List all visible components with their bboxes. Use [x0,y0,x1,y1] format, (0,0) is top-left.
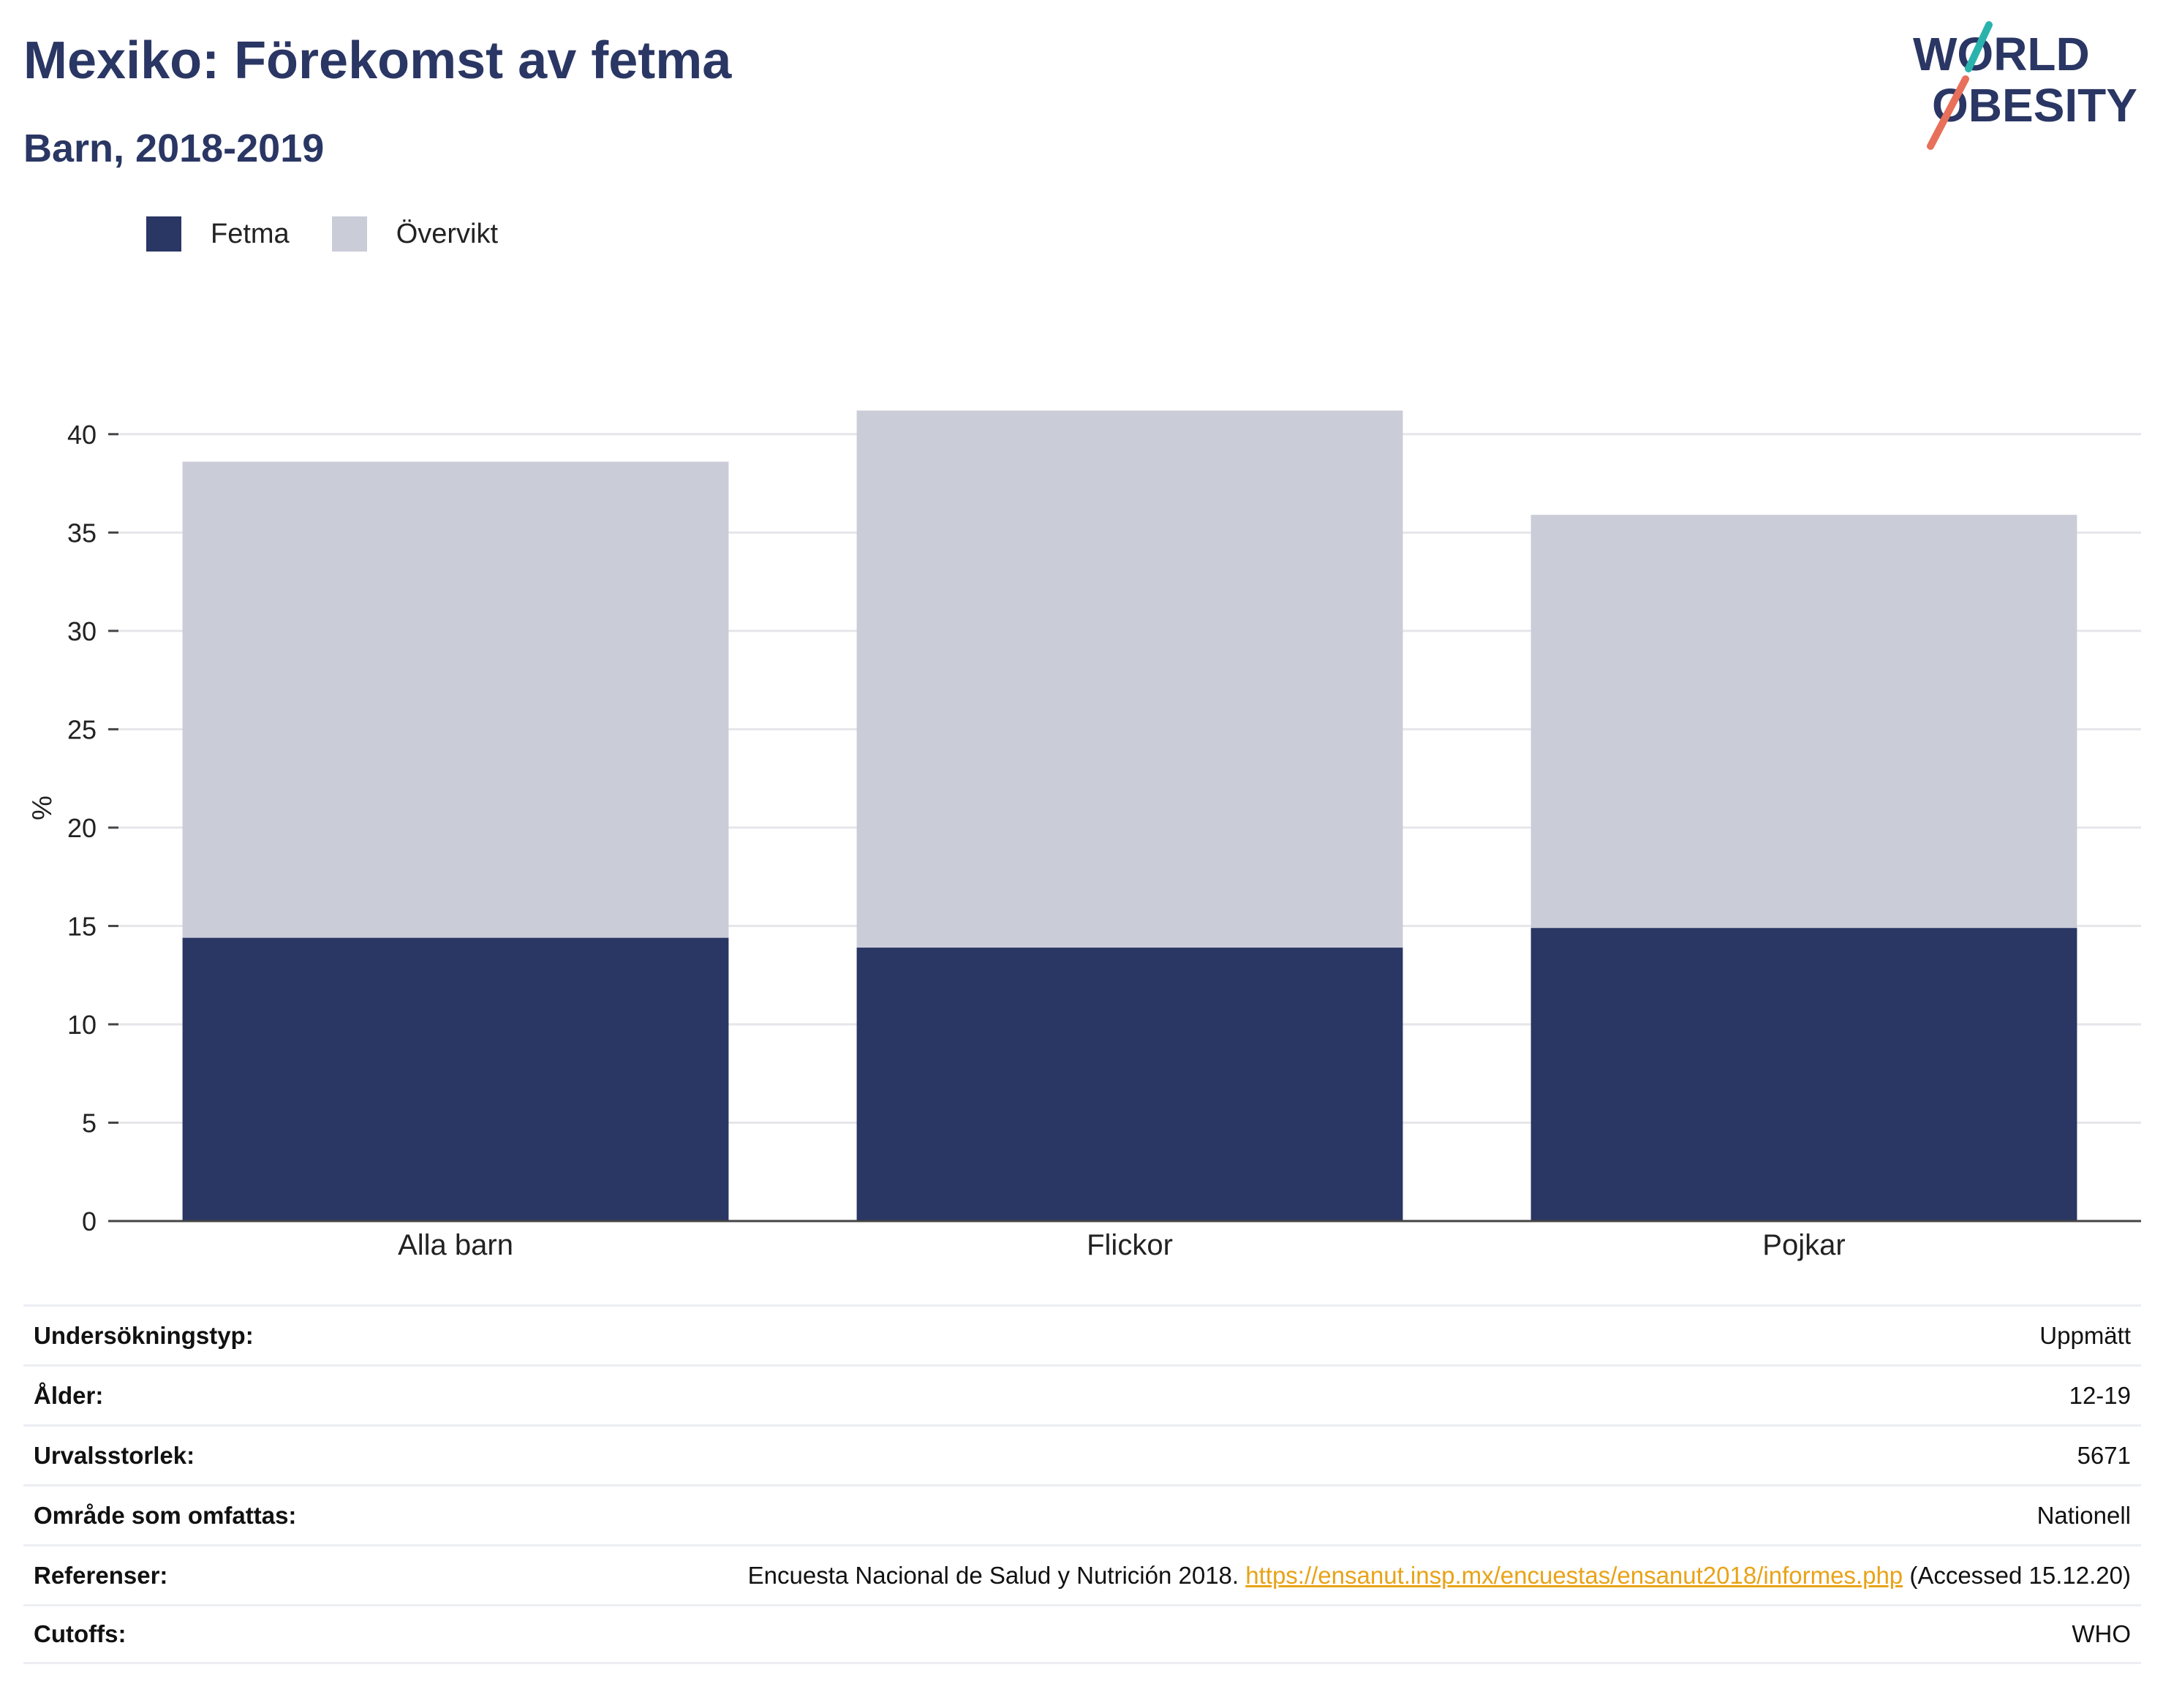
y-tick-label: 40 [67,420,97,450]
legend-swatch-fetma [146,216,181,252]
y-tick-label: 15 [67,911,97,941]
y-tick-label: 0 [82,1206,97,1236]
y-tick-label: 20 [67,813,97,843]
page-subtitle: Barn, 2018-2019 [23,126,325,170]
page-title: Mexiko: Förekomst av fetma [23,31,732,90]
meta-row-references: Referenser: Encuesta Nacional de Salud y… [23,1544,2141,1604]
x-tick-label: Alla barn [398,1229,513,1261]
x-tick-label: Pojkar [1762,1229,1845,1261]
reference-text: Encuesta Nacional de Salud y Nutrición 2… [747,1561,1246,1589]
bar--vervikt-1 [856,410,1403,948]
meta-label: Område som omfattas: [34,1501,297,1529]
y-tick-label: 30 [67,616,97,646]
meta-value: WHO [2072,1620,2131,1647]
chart-legend: Fetma Övervikt [146,216,540,252]
logo-line1: WORLD [1913,28,2090,80]
y-tick-label: 5 [82,1108,97,1138]
metadata-table: Undersökningstyp: Uppmätt Ålder: 12-19 U… [23,1304,2141,1664]
meta-row-age: Ålder: 12-19 [23,1364,2141,1424]
meta-label: Ålder: [34,1381,104,1409]
legend-label-overvikt: Övervikt [396,218,499,249]
meta-label: Referenser: [34,1561,168,1589]
meta-value: Uppmätt [2039,1321,2131,1349]
reference-accessed: (Accessed 15.12.20) [1903,1561,2131,1589]
meta-label: Cutoffs: [34,1620,127,1647]
meta-value: Nationell [2036,1501,2131,1529]
meta-value-references: Encuesta Nacional de Salud y Nutrición 2… [748,1562,2131,1590]
legend-item-overvikt[interactable]: Övervikt [331,216,499,252]
legend-swatch-overvikt [331,216,367,252]
meta-value: 5671 [2077,1441,2131,1469]
y-tick-label: 25 [67,714,97,744]
y-tick-label: 10 [67,1010,97,1040]
bar--vervikt-0 [182,461,729,938]
meta-row-cutoffs: Cutoffs: WHO [23,1604,2141,1664]
x-tick-label: Flickor [1087,1229,1173,1261]
y-tick-label: 35 [67,518,97,548]
meta-label: Undersökningstyp: [34,1321,254,1349]
stacked-bar-chart: 0 5 10 15 20 25 30 35 40% Alla barn Flickor Pojkar [27,410,2141,1261]
meta-row-survey-type: Undersökningstyp: Uppmätt [23,1304,2141,1364]
world-obesity-logo: WORLD OBESITY [1913,21,2137,150]
legend-item-fetma[interactable]: Fetma [146,216,290,252]
reference-link[interactable]: https://ensanut.insp.mx/encuestas/ensanu… [1245,1561,1903,1589]
bar-fetma-1 [856,948,1403,1221]
bar-fetma-0 [182,937,729,1221]
meta-row-sample-size: Urvalsstorlek: 5671 [23,1424,2141,1484]
legend-label-fetma: Fetma [211,218,290,249]
meta-label: Urvalsstorlek: [34,1441,195,1469]
bar-fetma-2 [1530,928,2077,1221]
y-axis-label: % [27,796,58,820]
meta-row-area: Område som omfattas: Nationell [23,1484,2141,1544]
meta-value: 12-19 [2069,1381,2131,1409]
logo-line2: OBESITY [1932,79,2137,132]
bar--vervikt-2 [1530,515,2077,929]
